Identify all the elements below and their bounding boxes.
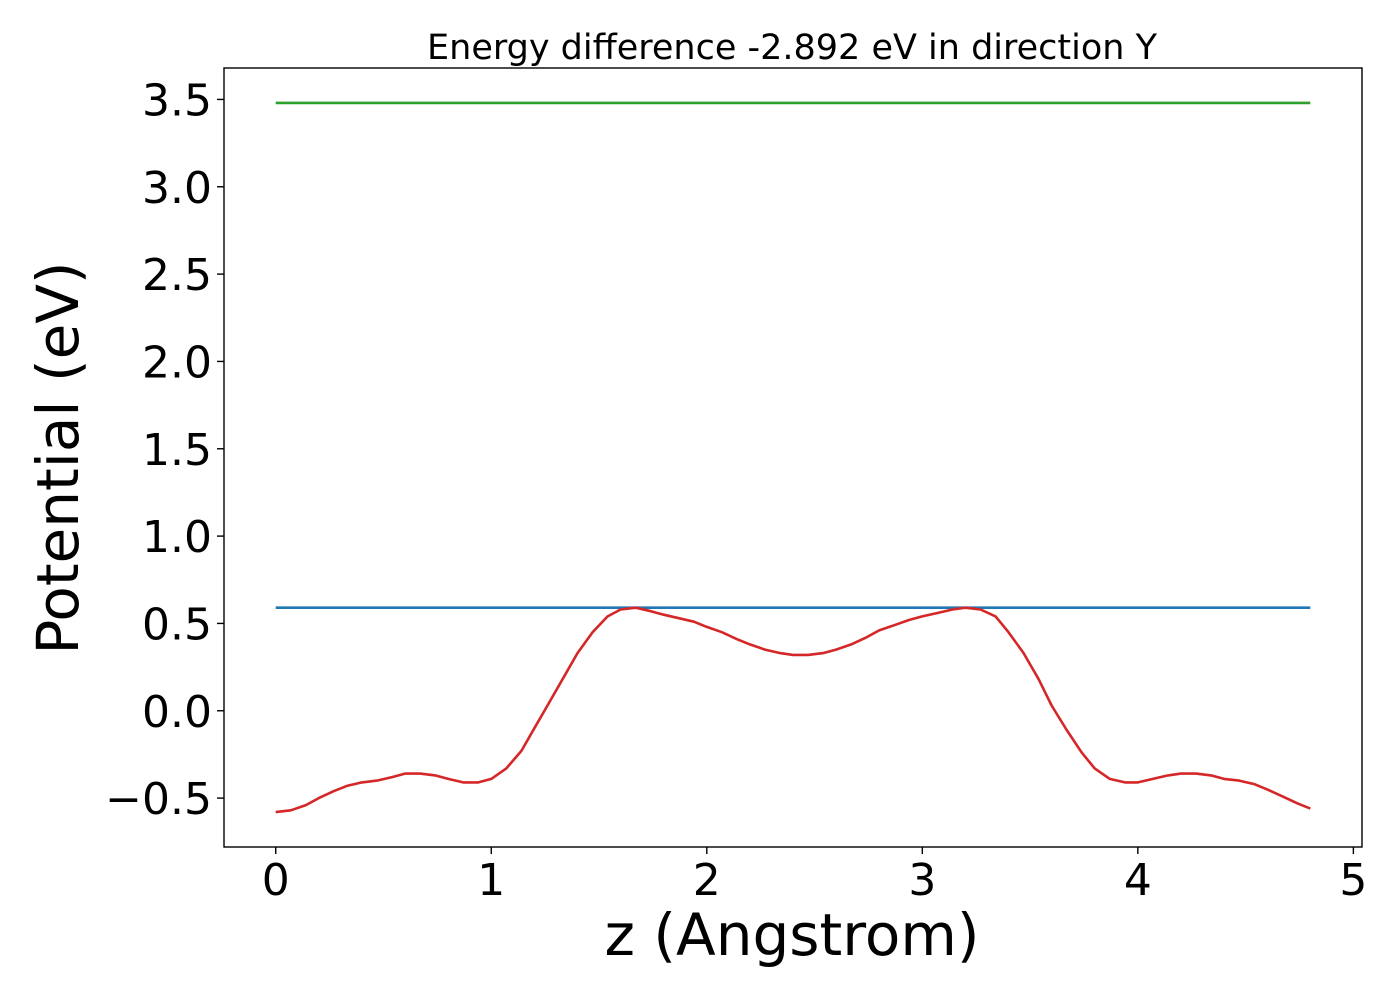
x-tick-label: 1 [477,855,505,906]
x-tick-label: 4 [1124,855,1152,906]
y-tick-label: 2.5 [142,250,212,301]
y-tick-label: 0.5 [142,599,212,650]
x-axis-label: z (Angstrom) [605,901,980,969]
y-tick-label: 1.5 [142,425,212,476]
y-tick-label: 3.0 [142,163,212,214]
x-tick-label: 2 [693,855,721,906]
y-tick-label: −0.5 [105,774,212,825]
series-layer [275,101,1311,814]
series-line-3 [275,606,1311,814]
y-tick-label: 0.0 [142,687,212,738]
x-tick-label: 3 [908,855,936,906]
x-tick-label: 0 [262,855,290,906]
plot-area-frame [223,67,1363,848]
chart-title: Energy difference -2.892 eV in direction… [427,28,1158,68]
x-axis: 0 1 2 3 4 5 [262,847,1367,906]
y-tick-label: 2.0 [142,337,212,388]
y-tick-label: 3.5 [142,75,212,126]
x-tick-label: 5 [1339,855,1367,906]
y-axis-label: Potential (eV) [24,261,92,654]
y-axis: −0.5 0.0 0.5 1.0 1.5 2.0 2.5 3.0 3.5 [105,75,224,825]
y-tick-label: 1.0 [142,512,212,563]
